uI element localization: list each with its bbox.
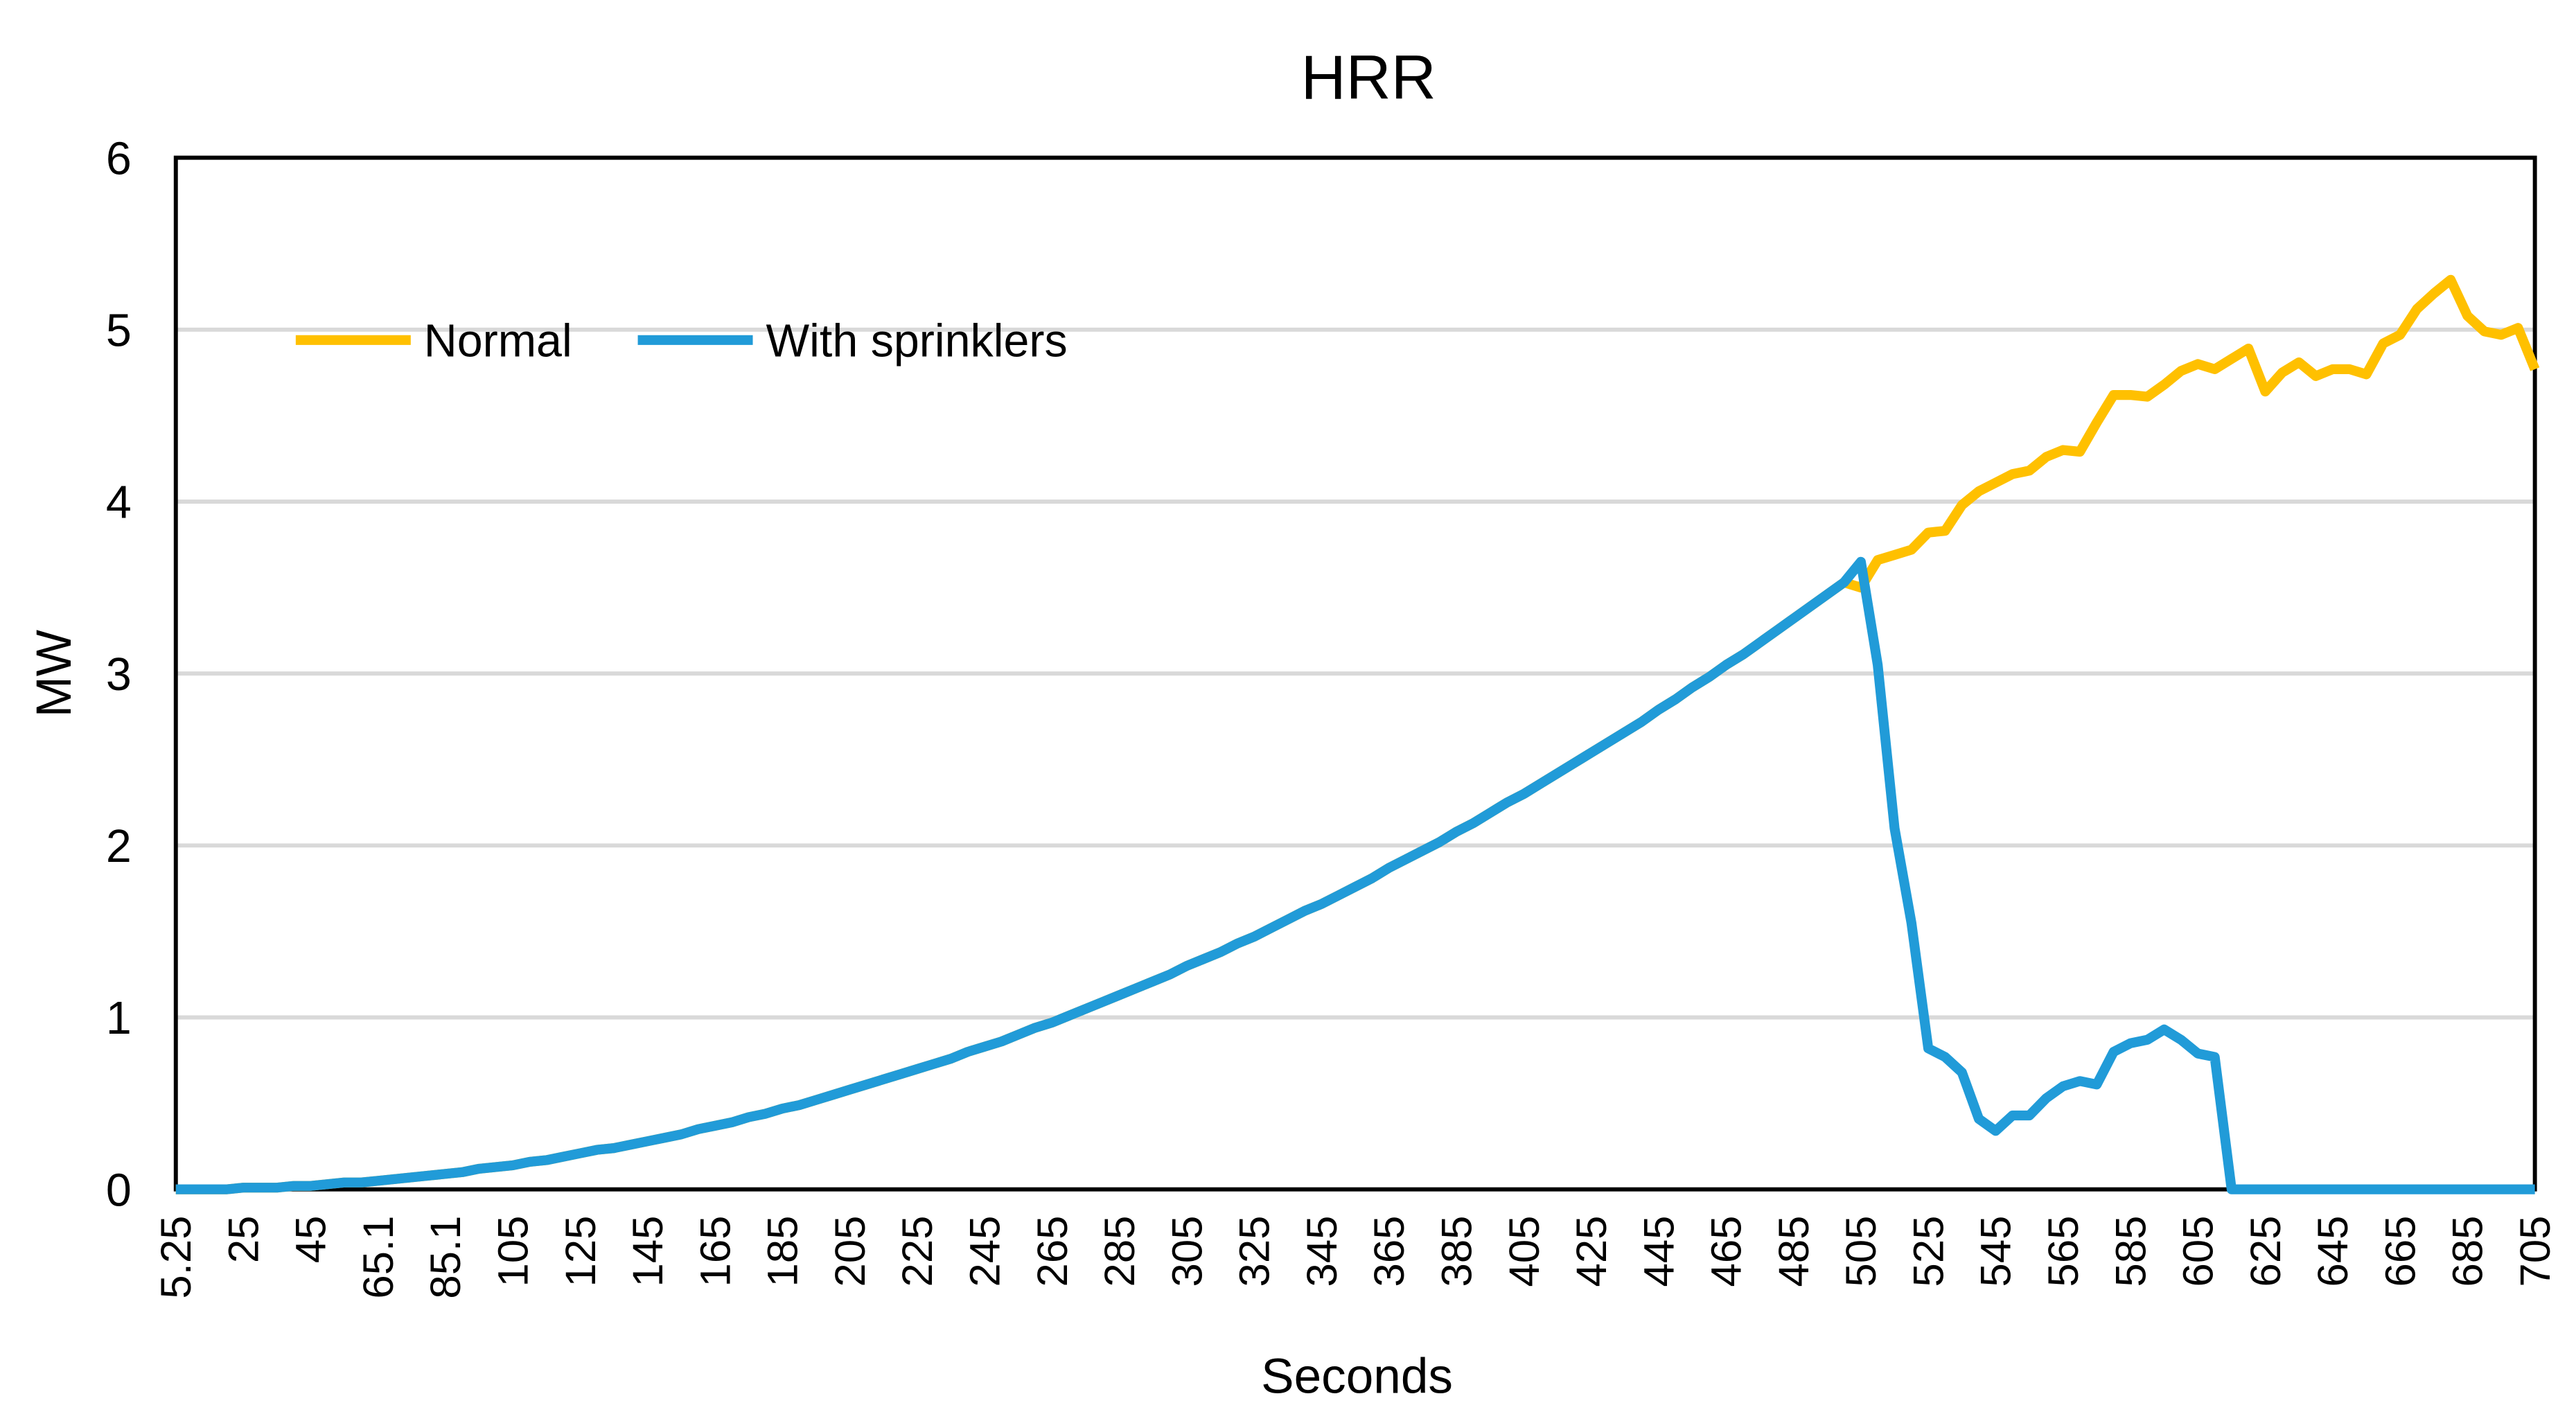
data-line bbox=[175, 556, 2535, 1194]
x-tick-label: 165 bbox=[691, 1216, 739, 1287]
x-tick-label: 285 bbox=[1096, 1216, 1144, 1287]
x-tick-label: 245 bbox=[961, 1216, 1009, 1287]
x-tick-label: 125 bbox=[557, 1216, 605, 1287]
x-tick-label: 185 bbox=[759, 1216, 807, 1287]
x-tick-label: 345 bbox=[1298, 1216, 1346, 1287]
x-tick-label: 625 bbox=[2242, 1216, 2290, 1287]
x-tick-label: 605 bbox=[2175, 1216, 2223, 1287]
y-tick-label: 3 bbox=[106, 649, 132, 700]
x-tick-label: 145 bbox=[624, 1216, 672, 1287]
x-tick-label: 205 bbox=[827, 1216, 874, 1287]
x-tick-label: 465 bbox=[1703, 1216, 1751, 1287]
x-tick-label: 85.1 bbox=[422, 1216, 470, 1299]
x-tick-label: 705 bbox=[2512, 1216, 2559, 1287]
legend-label: Normal bbox=[424, 316, 572, 367]
x-tick-label: 485 bbox=[1770, 1216, 1818, 1287]
x-tick-label: 265 bbox=[1029, 1216, 1077, 1287]
y-axis-title: MW bbox=[27, 630, 82, 717]
y-tick-label: 1 bbox=[106, 993, 132, 1044]
y-tick-label: 4 bbox=[106, 477, 132, 529]
y-tick-label: 5 bbox=[106, 306, 132, 357]
x-tick-label: 305 bbox=[1163, 1216, 1211, 1287]
chart-title: HRR bbox=[1301, 42, 1436, 112]
x-tick-label: 505 bbox=[1837, 1216, 1885, 1287]
y-tick-label: 6 bbox=[106, 133, 132, 184]
plot-frame bbox=[173, 155, 2537, 1192]
x-tick-label: 5.25 bbox=[152, 1216, 200, 1299]
x-tick-label: 45 bbox=[288, 1216, 335, 1264]
x-tick-label: 445 bbox=[1635, 1216, 1683, 1287]
x-tick-label: 65.1 bbox=[355, 1216, 403, 1299]
x-tick-label: 25 bbox=[220, 1216, 267, 1264]
x-tick-label: 585 bbox=[2107, 1216, 2155, 1287]
x-tick-label: 665 bbox=[2376, 1216, 2424, 1287]
x-tick-label: 405 bbox=[1501, 1216, 1549, 1287]
x-tick-label: 105 bbox=[490, 1216, 538, 1287]
x-tick-label: 425 bbox=[1568, 1216, 1616, 1287]
x-axis-title: Seconds bbox=[1261, 1350, 1453, 1404]
x-tick-label: 325 bbox=[1231, 1216, 1279, 1287]
x-tick-label: 685 bbox=[2444, 1216, 2492, 1287]
x-tick-label: 645 bbox=[2309, 1216, 2357, 1287]
y-tick-label: 2 bbox=[106, 821, 132, 872]
x-tick-label: 545 bbox=[1973, 1216, 2020, 1287]
x-tick-label: 525 bbox=[1905, 1216, 1952, 1287]
x-tick-label: 565 bbox=[2040, 1216, 2088, 1287]
y-tick-label: 0 bbox=[106, 1165, 132, 1216]
x-tick-label: 225 bbox=[894, 1216, 942, 1287]
x-tick-label: 365 bbox=[1366, 1216, 1413, 1287]
legend-label: With sprinklers bbox=[766, 316, 1067, 367]
x-tick-label: 385 bbox=[1433, 1216, 1481, 1287]
